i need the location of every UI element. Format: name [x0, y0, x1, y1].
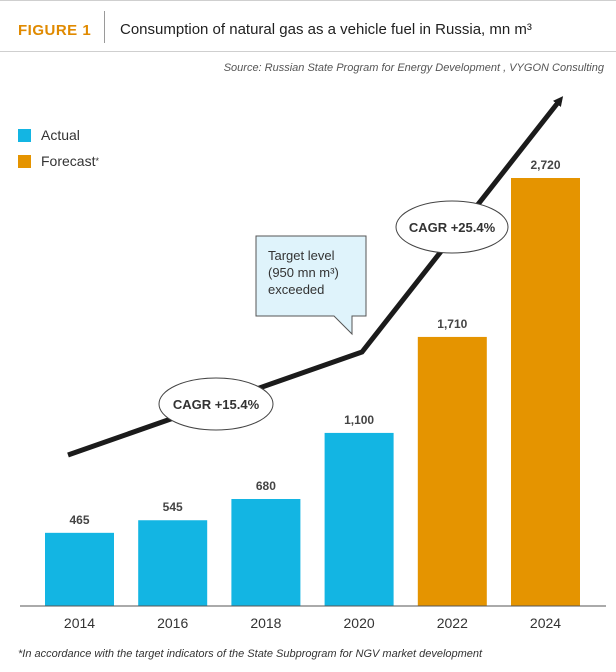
legend-item-forecast: Forecast *	[18, 148, 99, 174]
cagr-1-text: CAGR +15.4%	[173, 397, 260, 412]
bar-2022	[417, 336, 487, 606]
x-tick-2020: 2020	[344, 615, 375, 631]
header-divider	[104, 11, 105, 43]
value-label-2020: 1,100	[344, 413, 374, 427]
legend-swatch-forecast	[18, 154, 31, 168]
target-line-1: Target level	[268, 248, 335, 263]
trend-arrow	[67, 96, 564, 458]
figure-header: FIGURE 1 Consumption of natural gas as a…	[0, 0, 616, 52]
bar-2020	[324, 432, 394, 606]
value-label-2016: 545	[163, 500, 183, 514]
bar-2024	[511, 178, 580, 606]
chart-title: Consumption of natural gas as a vehicle …	[120, 21, 532, 38]
target-line-3: exceeded	[268, 282, 324, 297]
value-label-2014: 465	[69, 513, 89, 527]
legend-item-actual: Actual	[18, 122, 99, 148]
bar-2018	[231, 499, 301, 606]
target-line-2: (950 mn m³)	[268, 265, 339, 280]
footnote: *In accordance with the target indicator…	[18, 648, 483, 660]
bar-2016	[138, 520, 208, 606]
bar-2014	[45, 532, 114, 606]
legend: Actual Forecast *	[18, 122, 99, 174]
cagr-2-text: CAGR +25.4%	[409, 220, 496, 235]
x-tick-2022: 2022	[437, 615, 468, 631]
legend-label-actual: Actual	[41, 127, 80, 143]
x-tick-2018: 2018	[250, 615, 281, 631]
target-callout: Target level (950 mn m³) exceeded	[255, 235, 367, 336]
legend-label-forecast: Forecast	[41, 153, 96, 169]
cagr-annotation-2: CAGR +25.4%	[395, 200, 509, 254]
x-tick-2024: 2024	[530, 615, 561, 631]
source-note: Source: Russian State Program for Energy…	[223, 62, 604, 74]
figure-label: FIGURE 1	[18, 22, 92, 39]
legend-swatch-actual	[18, 128, 31, 142]
x-tick-2016: 2016	[157, 615, 188, 631]
cagr-annotation-1: CAGR +15.4%	[158, 377, 274, 431]
value-label-2022: 1,710	[437, 317, 467, 331]
value-label-2024: 2,720	[530, 158, 560, 172]
value-label-2018: 680	[256, 479, 276, 493]
legend-forecast-sup: *	[95, 156, 99, 166]
x-tick-2014: 2014	[64, 615, 95, 631]
